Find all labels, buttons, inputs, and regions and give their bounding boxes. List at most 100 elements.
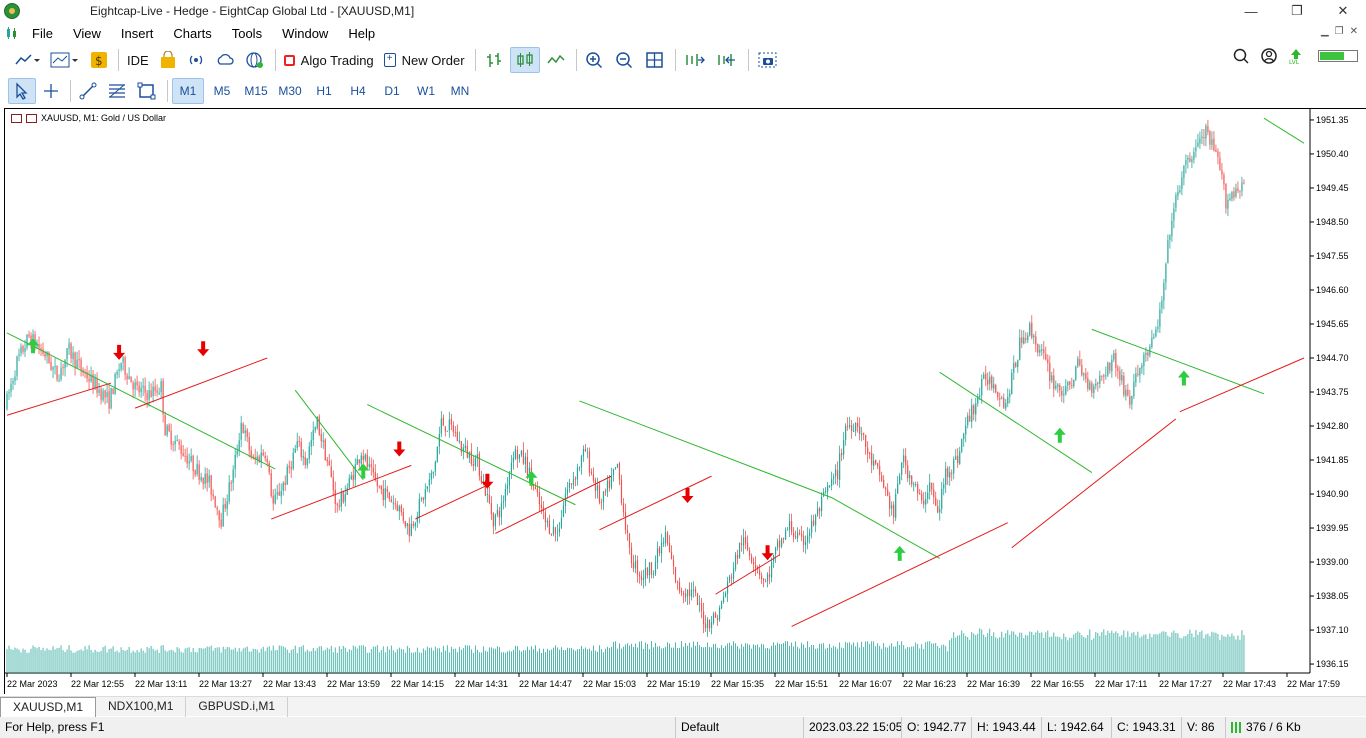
account-icon[interactable] bbox=[1260, 47, 1278, 65]
time-tick-label: 22 Mar 13:27 bbox=[199, 679, 252, 689]
candle-body bbox=[646, 568, 649, 576]
vps-status-icon[interactable]: LVL bbox=[1288, 47, 1304, 65]
community-button[interactable] bbox=[241, 47, 269, 73]
candle-body bbox=[472, 463, 474, 466]
close-button[interactable]: ✕ bbox=[1337, 3, 1349, 18]
candle-body bbox=[174, 440, 176, 445]
zoom-in-button[interactable] bbox=[581, 47, 609, 73]
minimize-button[interactable]: — bbox=[1244, 3, 1258, 19]
candle-body bbox=[726, 581, 729, 594]
rectangle-shape-icon bbox=[137, 82, 156, 100]
timeframe-m30[interactable]: M30 bbox=[278, 84, 302, 98]
mdi-restore-icon[interactable]: ❐ bbox=[1334, 26, 1344, 37]
candle-body bbox=[1113, 353, 1115, 360]
candle-body bbox=[722, 596, 725, 603]
candle-body bbox=[879, 465, 881, 475]
candle-body bbox=[1027, 335, 1029, 341]
screenshot-button[interactable] bbox=[753, 47, 783, 73]
templates-dropdown[interactable] bbox=[46, 47, 84, 73]
maximize-button[interactable]: ❐ bbox=[1291, 3, 1303, 18]
timeframe-h1[interactable]: H1 bbox=[316, 84, 332, 98]
menu-window[interactable]: Window bbox=[282, 25, 329, 41]
mdi-minimize-icon[interactable]: ▁ bbox=[1320, 26, 1329, 37]
candle-body bbox=[418, 499, 420, 517]
candle-body bbox=[296, 441, 298, 449]
menu-insert[interactable]: Insert bbox=[120, 25, 154, 41]
candle-body bbox=[682, 593, 685, 595]
resistance-line bbox=[294, 389, 364, 481]
timeframe-m5[interactable]: M5 bbox=[213, 84, 231, 98]
timeframe-m1[interactable]: M1 bbox=[172, 78, 204, 104]
timeframe-m15[interactable]: M15 bbox=[244, 84, 268, 98]
candle-body bbox=[674, 566, 677, 582]
candle-body bbox=[875, 459, 877, 464]
candle-body bbox=[210, 475, 212, 495]
candle-body bbox=[478, 453, 480, 477]
chart-menu-icon[interactable] bbox=[6, 26, 18, 40]
timeframe-d1[interactable]: D1 bbox=[384, 84, 400, 98]
tab-gbpusd[interactable]: GBPUSD.i,M1 bbox=[186, 696, 289, 717]
tab-ndx100[interactable]: NDX100,M1 bbox=[96, 696, 187, 717]
search-icon[interactable] bbox=[1232, 47, 1250, 65]
algo-trading-button[interactable]: Algo Trading bbox=[280, 47, 378, 73]
trendline-button[interactable] bbox=[75, 78, 101, 104]
candle-body bbox=[138, 385, 140, 393]
timeframe-mn[interactable]: MN bbox=[450, 84, 470, 98]
candle-body bbox=[1207, 126, 1209, 133]
candle-body bbox=[895, 494, 897, 518]
candle-body bbox=[917, 484, 919, 494]
crosshair-button[interactable] bbox=[38, 78, 64, 104]
cursor-button[interactable] bbox=[8, 78, 36, 104]
menu-charts[interactable]: Charts bbox=[173, 25, 212, 41]
candle-body bbox=[1093, 386, 1095, 393]
candle-body bbox=[638, 574, 641, 577]
tile-windows-button[interactable] bbox=[641, 47, 669, 73]
menu-file[interactable]: File bbox=[32, 25, 53, 41]
buy-arrow-icon bbox=[525, 470, 538, 486]
candle-body bbox=[1043, 349, 1045, 354]
candle-body bbox=[230, 482, 232, 484]
timeframe-w1[interactable]: W1 bbox=[417, 84, 435, 98]
candle-body bbox=[678, 582, 681, 592]
fibonacci-button[interactable] bbox=[103, 78, 131, 104]
candle-body bbox=[360, 455, 362, 464]
candle-body bbox=[1183, 165, 1185, 178]
ide-button[interactable]: IDE bbox=[127, 52, 149, 68]
market-watch-button[interactable]: $ bbox=[86, 47, 112, 73]
chart-symbol-icon[interactable] bbox=[26, 113, 37, 123]
tab-xauusd[interactable]: XAUUSD,M1 bbox=[0, 696, 97, 717]
candle-body bbox=[746, 542, 749, 550]
line-chart-button[interactable] bbox=[542, 47, 570, 73]
menu-help[interactable]: Help bbox=[348, 25, 376, 41]
chart-type-dropdown[interactable] bbox=[10, 47, 44, 73]
auto-scroll-button[interactable] bbox=[712, 47, 742, 73]
timeframe-h4[interactable]: H4 bbox=[350, 84, 366, 98]
menu-view[interactable]: View bbox=[72, 25, 101, 41]
shapes-button[interactable] bbox=[133, 78, 161, 104]
candle-body bbox=[688, 589, 691, 597]
time-tick-label: 22 Mar 13:59 bbox=[327, 679, 380, 689]
chart-window[interactable]: 1951.35 1950.40 1949.45 1948.50 1947.55 1946.… bbox=[4, 108, 1366, 694]
chart-list-icon[interactable] bbox=[11, 113, 22, 123]
candle-body bbox=[154, 386, 156, 392]
candle-body bbox=[969, 415, 971, 422]
zoom-out-button[interactable] bbox=[611, 47, 639, 73]
candle-body bbox=[242, 423, 244, 434]
chart-shift-button[interactable] bbox=[680, 47, 710, 73]
candle-body bbox=[1163, 282, 1165, 301]
mdi-close-icon[interactable]: ✕ bbox=[1349, 26, 1358, 37]
bar-chart-button[interactable] bbox=[480, 47, 508, 73]
time-tick-label: 22 Mar 16:07 bbox=[839, 679, 892, 689]
vps-button[interactable] bbox=[211, 47, 239, 73]
candle-body bbox=[190, 456, 192, 461]
new-order-button[interactable]: + New Order bbox=[380, 47, 469, 73]
candle-body bbox=[574, 478, 577, 480]
market-button[interactable] bbox=[155, 47, 181, 73]
price-tick-label: 1938.05 bbox=[1316, 591, 1349, 601]
candlestick-button[interactable] bbox=[509, 47, 540, 73]
menu-tools[interactable]: Tools bbox=[231, 25, 263, 41]
candle-body bbox=[562, 505, 565, 517]
price-chart[interactable]: 1951.35 1950.40 1949.45 1948.50 1947.55 1946.… bbox=[5, 109, 1366, 695]
candle-body bbox=[454, 431, 456, 433]
signals-button[interactable] bbox=[183, 47, 209, 73]
